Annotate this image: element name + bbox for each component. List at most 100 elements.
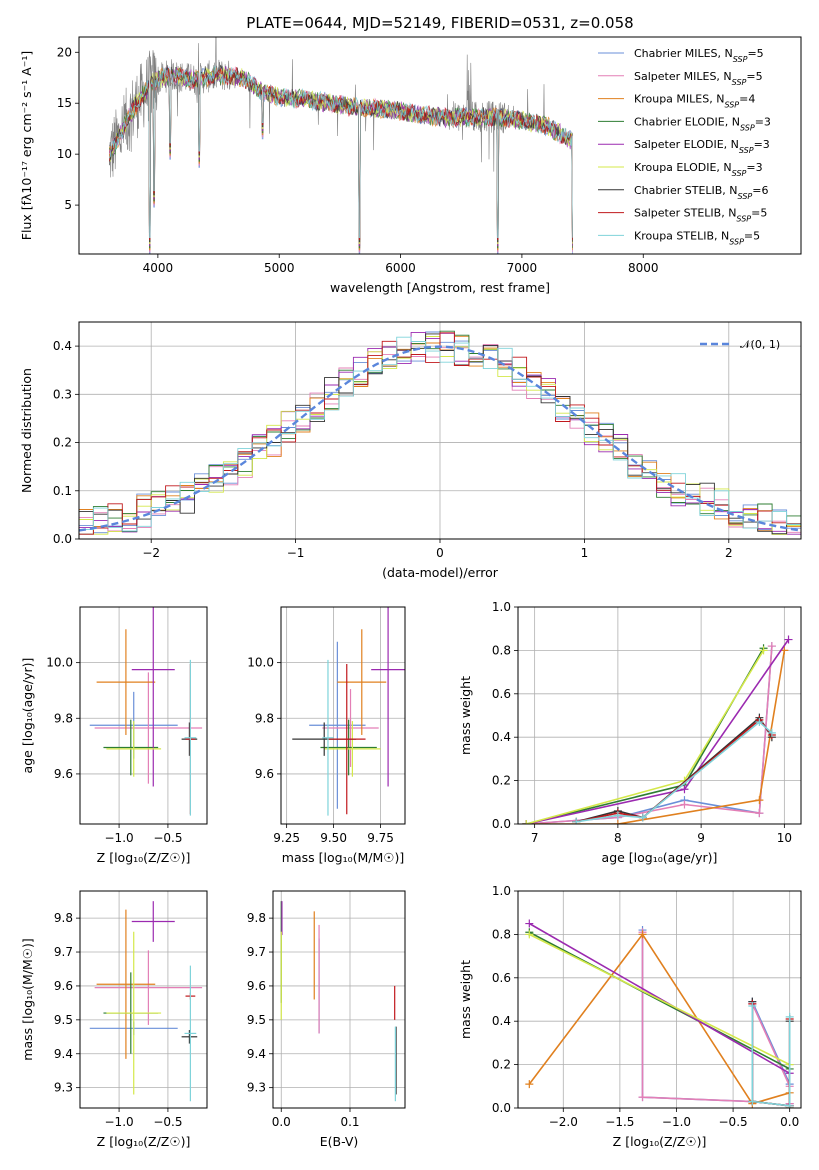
legend-label-3: Chabrier ELODIE, N <box>634 115 740 128</box>
weight-vs-Z-marker <box>638 1093 647 1102</box>
normal-distribution-curve <box>79 345 801 532</box>
legend-count-2: =4 <box>739 93 755 106</box>
model-spectrum-line-2 <box>108 66 573 251</box>
residuals-ytick-label: 0.1 <box>53 484 72 498</box>
mass-vs-Z-ytick-label: 9.6 <box>54 979 73 993</box>
mass-vs-ebv-frame <box>272 890 406 1109</box>
weight-vs-age-xlabel: age [log₁₀(age/yr)] <box>602 850 718 865</box>
age-vs-Z-ytick-label: 9.6 <box>54 767 73 781</box>
age-vs-mass-ytick-label: 9.6 <box>255 767 274 781</box>
legend-label-1: Salpeter MILES, N <box>634 70 732 83</box>
spectrum-xtick-label: 7000 <box>507 261 538 275</box>
spectrum-xtick-label: 5000 <box>264 261 295 275</box>
spectrum-ylabel: Flux [fλ10⁻¹⁷ erg cm⁻² s⁻¹ A⁻¹] <box>19 51 34 240</box>
legend-subscript-0: SSP <box>733 55 748 64</box>
mass-vs-ebv-ytick-label: 9.7 <box>247 945 266 959</box>
residuals-xtick-label: 0 <box>436 546 444 560</box>
weight-vs-age-ytick-label: 0.4 <box>492 730 511 744</box>
legend-count-8: =5 <box>744 229 760 242</box>
mass-vs-ebv-ytick-label: 9.3 <box>247 1081 266 1095</box>
mass-vs-Z-ylabel: mass [log₁₀(M/M☉)] <box>20 938 35 1060</box>
weight-vs-Z-marker <box>785 1101 794 1108</box>
weight-vs-Z-marker <box>748 1097 757 1106</box>
weight-vs-Z-plot-area <box>525 919 794 1108</box>
legend-subscript-8: SSP <box>729 237 744 246</box>
mass-vs-Z-ytick-label: 9.4 <box>54 1047 73 1061</box>
legend-label-8: Kroupa STELIB, N <box>634 229 729 242</box>
age-vs-Z-frame <box>79 606 208 825</box>
legend-count-7: =5 <box>751 207 767 220</box>
model-spectrum-line-8 <box>108 65 573 239</box>
weight-vs-age-line-4 <box>526 639 790 824</box>
weight-vs-metallicity-axes: −2.0 −1.5 −1.0 −0.5 0.0 0.0 0.2 0.4 0.6 0.8 1.0 Z [… <box>458 884 802 1149</box>
residuals-xtick-label: −2 <box>142 546 160 560</box>
age-vs-Z-plot-area <box>89 607 203 816</box>
weight-vs-age-xtick-label: 9 <box>697 831 705 845</box>
weight-vs-age-marker <box>755 809 764 818</box>
mass-vs-Z-plot-area <box>89 901 203 1102</box>
legend-label-7: Salpeter STELIB, N <box>634 207 736 220</box>
legend-entry-5: Kroupa ELODIE, NSSP=3 <box>634 161 763 178</box>
residual-histogram-8 <box>79 336 801 532</box>
weight-vs-age-xtick-label: 10 <box>777 831 792 845</box>
weight-vs-Z-marker <box>638 930 647 939</box>
weight-vs-age-marker <box>767 728 776 737</box>
legend-normal-label: 𝒩(0, 1) <box>740 338 780 351</box>
weight-vs-age-ytick-label: 1.0 <box>492 600 511 614</box>
weight-vs-Z-frame <box>517 890 802 1109</box>
weight-vs-Z-line-3 <box>528 931 791 1108</box>
legend-count-1: =5 <box>746 70 762 83</box>
legend-subscript-3: SSP <box>740 123 755 132</box>
weight-vs-age-marker <box>572 817 581 824</box>
legend-subscript-7: SSP <box>736 214 751 223</box>
weight-vs-Z-line-1 <box>641 932 791 1104</box>
mass-vs-Z-frame <box>79 890 208 1109</box>
weight-vs-Z-line-2 <box>528 933 790 1105</box>
mass-vs-Z-ytick-label: 9.8 <box>54 911 73 925</box>
mass-vs-Z-ytick-label: 9.7 <box>54 945 73 959</box>
legend-entry-2: Kroupa MILES, NSSP=4 <box>634 93 755 110</box>
legend-subscript-6: SSP <box>738 191 753 200</box>
spectrum-ytick-label: 10 <box>57 147 72 161</box>
spectrum-axes: 4000 5000 6000 7000 8000 5 10 15 20 wavelength [A… <box>19 36 802 295</box>
weight-vs-age-marker <box>784 635 793 644</box>
age-vs-mass-ytick-label: 9.8 <box>255 711 274 725</box>
weight-vs-age-line-2 <box>526 650 786 824</box>
weight-vs-age-marker <box>613 811 622 820</box>
legend-subscript-1: SSP <box>732 77 747 86</box>
weight-vs-age-ytick-label: 0.8 <box>492 643 511 657</box>
age-vs-mass-xlabel: mass [log₁₀(M/M☉)] <box>282 850 404 865</box>
legend-count-0: =5 <box>747 47 763 60</box>
age-vs-mass-xtick-label: 9.50 <box>320 831 347 845</box>
age-vs-Z-xlabel: Z [log₁₀(Z/Z☉)] <box>97 850 191 865</box>
age-vs-mass-plot-area <box>292 607 405 816</box>
spectrum-xtick-label: 8000 <box>628 261 659 275</box>
legend-label-5: Kroupa ELODIE, N <box>634 161 732 174</box>
model-spectrum-line-6 <box>108 64 573 243</box>
weight-vs-Z-xtick-label: 0.0 <box>780 1115 799 1129</box>
legend-count-3: =3 <box>755 115 771 128</box>
weight-vs-Z-xtick-label: −0.5 <box>719 1115 748 1129</box>
weight-vs-age-axes: 7 8 9 10 0.0 0.2 0.4 0.6 0.8 1.0 age [log₁₀(age/yr… <box>458 600 802 865</box>
legend-subscript-4: SSP <box>739 146 754 155</box>
weight-vs-age-marker <box>522 820 531 824</box>
weight-vs-Z-xlabel: Z [log₁₀(Z/Z☉)] <box>613 1134 707 1149</box>
legend-count-6: =6 <box>752 184 768 197</box>
legend-entry-3: Chabrier ELODIE, NSSP=3 <box>634 115 771 131</box>
weight-vs-Z-line-8 <box>751 1006 791 1107</box>
weight-vs-age-ytick-label: 0.6 <box>492 687 511 701</box>
weight-vs-Z-xtick-label: −2.0 <box>549 1115 578 1129</box>
legend-entry-6: Chabrier STELIB, NSSP=6 <box>634 184 768 201</box>
weight-vs-age-marker <box>680 800 689 809</box>
age-vs-Z-ylabel: age [log₁₀(age/yr)] <box>20 658 35 774</box>
weight-vs-age-marker <box>755 796 764 805</box>
legend-label-6: Chabrier STELIB, N <box>634 184 738 197</box>
weight-vs-age-ylabel: mass weight <box>458 676 473 755</box>
mass-vs-ebv-plot-area <box>280 901 397 1102</box>
age-vs-Z-grid <box>80 607 207 824</box>
legend-entry-7: Salpeter STELIB, NSSP=5 <box>634 207 767 224</box>
weight-vs-age-xtick-label: 7 <box>531 831 539 845</box>
legend-label-0: Chabrier MILES, N <box>634 47 733 60</box>
weight-vs-age-marker <box>638 813 647 822</box>
